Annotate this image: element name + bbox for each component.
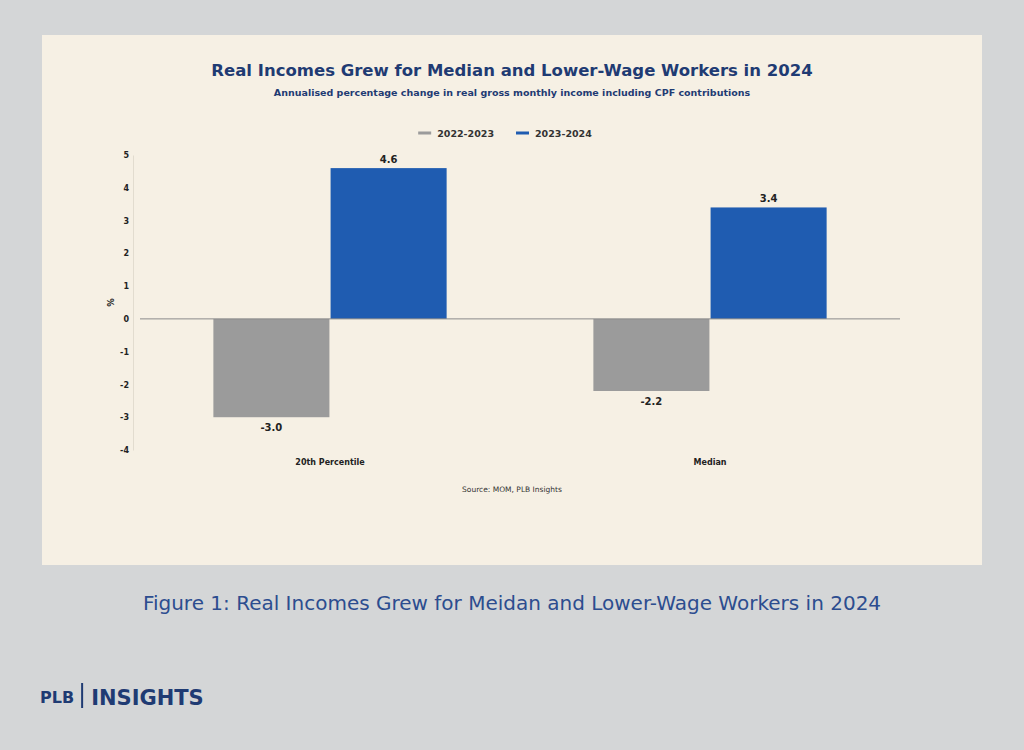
figure-caption: Figure 1: Real Incomes Grew for Meidan a… bbox=[143, 591, 881, 615]
y-tick: -4 bbox=[120, 446, 133, 455]
y-tick-label: 1 bbox=[123, 282, 129, 291]
y-tick: -1 bbox=[120, 348, 133, 357]
y-axis: -4 -3 -2 -1 0 1 2 3 4 5 bbox=[120, 151, 133, 455]
y-tick: 3 bbox=[123, 217, 133, 226]
chart-subtitle: Annualised percentage change in real gro… bbox=[274, 87, 751, 98]
legend-swatch bbox=[418, 132, 431, 135]
bar bbox=[593, 319, 709, 391]
chart-title: Real Incomes Grew for Median and Lower-W… bbox=[211, 61, 812, 80]
data-label: -3.0 bbox=[260, 422, 282, 433]
page-background bbox=[0, 0, 1024, 750]
y-axis-line bbox=[133, 156, 134, 451]
y-tick: 5 bbox=[123, 151, 133, 160]
y-tick: -2 bbox=[120, 381, 133, 390]
footer-section: INSIGHTS bbox=[91, 686, 204, 710]
bar bbox=[213, 319, 329, 417]
y-tick: -3 bbox=[120, 413, 133, 422]
y-tick-label: 0 bbox=[123, 315, 129, 324]
y-tick-label: 2 bbox=[123, 249, 129, 258]
y-tick: 2 bbox=[123, 249, 133, 258]
y-tick-label: -4 bbox=[120, 446, 129, 455]
data-labels: -3.0 -2.2 4.6 3.4 bbox=[260, 154, 777, 433]
footer-divider bbox=[81, 683, 83, 708]
y-tick-label: -3 bbox=[120, 413, 129, 422]
y-tick-label: -1 bbox=[120, 348, 129, 357]
legend-label: 2022-2023 bbox=[437, 128, 494, 139]
y-tick: 0 bbox=[123, 315, 133, 324]
legend: 2022-2023 2023-2024 bbox=[418, 128, 592, 139]
x-tick-label: Median bbox=[694, 458, 727, 467]
x-tick-label: 20th Percentile bbox=[295, 458, 365, 467]
y-tick-label: -2 bbox=[120, 381, 129, 390]
x-tick: Median bbox=[694, 458, 727, 467]
y-tick-label: 4 bbox=[123, 184, 129, 193]
legend-swatch bbox=[516, 132, 529, 135]
y-tick-label: 3 bbox=[123, 217, 129, 226]
footer-brand: PLB INSIGHTS bbox=[40, 683, 204, 710]
legend-item: 2023-2024 bbox=[516, 128, 592, 139]
x-axis: 20th Percentile Median bbox=[295, 458, 726, 467]
bar bbox=[331, 168, 447, 319]
data-label: 4.6 bbox=[380, 154, 398, 165]
y-tick: 4 bbox=[123, 184, 133, 193]
y-axis-title: % bbox=[106, 298, 116, 307]
zero-line bbox=[140, 318, 900, 319]
source-note: Source: MOM, PLB Insights bbox=[462, 485, 562, 494]
data-label: 3.4 bbox=[760, 193, 778, 204]
x-tick: 20th Percentile bbox=[295, 458, 365, 467]
legend-item: 2022-2023 bbox=[418, 128, 494, 139]
y-tick: 1 bbox=[123, 282, 133, 291]
legend-label: 2023-2024 bbox=[535, 128, 592, 139]
page: Real Incomes Grew for Median and Lower-W… bbox=[0, 0, 1024, 750]
chart-panel bbox=[42, 35, 982, 565]
data-label: -2.2 bbox=[640, 396, 662, 407]
y-tick-label: 5 bbox=[123, 151, 129, 160]
bar bbox=[711, 207, 827, 318]
footer-brand-name: PLB bbox=[40, 688, 74, 707]
plot-area bbox=[213, 168, 826, 417]
